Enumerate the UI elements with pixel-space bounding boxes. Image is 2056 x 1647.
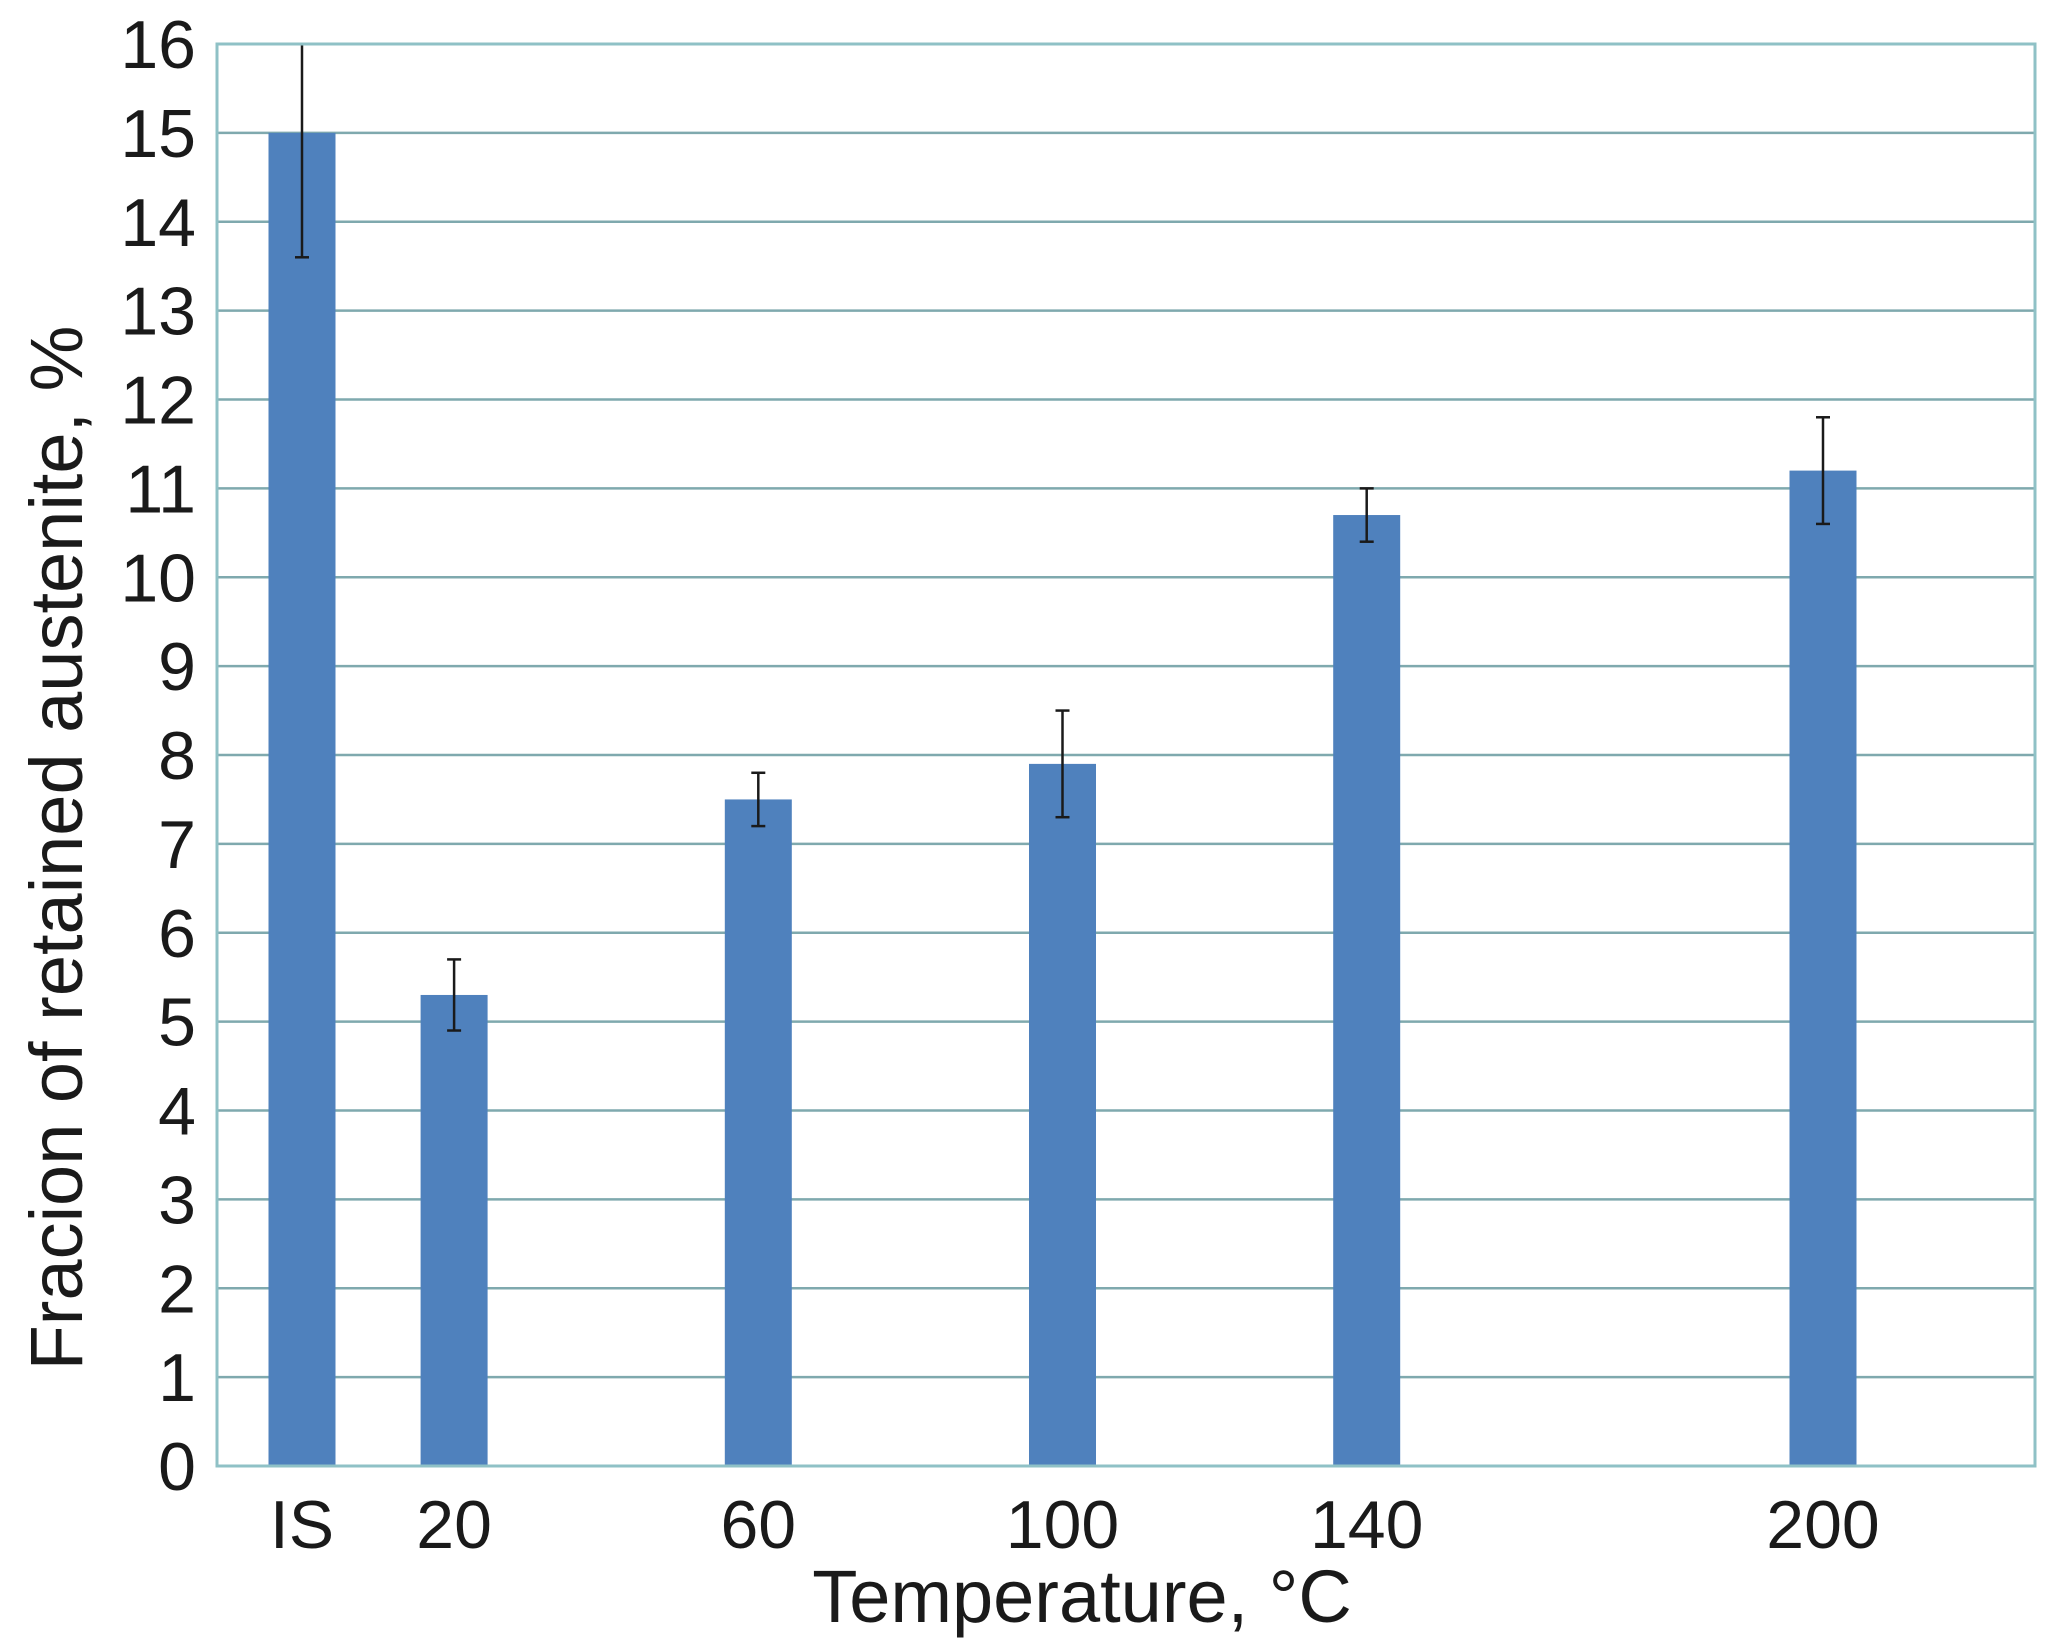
error-bar-100 <box>1055 709 1070 819</box>
error-bars <box>295 42 1830 1032</box>
error-bar-200 <box>1816 416 1830 526</box>
bar-140 <box>1333 515 1401 1466</box>
x-tick-label-140: 140 <box>1310 1487 1423 1563</box>
y-tick-label-12: 12 <box>120 363 196 439</box>
bar-20 <box>420 994 488 1466</box>
x-axis-title: Temperature, °C <box>812 1555 1352 1638</box>
y-tick-label-8: 8 <box>158 718 196 794</box>
bar-200 <box>1789 470 1857 1467</box>
y-tick-label-10: 10 <box>120 540 196 616</box>
gridlines <box>217 42 2035 1468</box>
y-tick-label-2: 2 <box>158 1251 196 1327</box>
y-tick-label-6: 6 <box>158 896 196 972</box>
y-tick-label-13: 13 <box>120 274 196 350</box>
x-tick-label-IS: IS <box>270 1487 334 1563</box>
y-tick-label-0: 0 <box>158 1429 196 1505</box>
bar-60 <box>724 799 792 1466</box>
y-tick-label-9: 9 <box>158 629 196 705</box>
error-bar-60 <box>751 771 766 828</box>
y-axis-title: Fracion of retained austenite, % <box>15 326 98 1371</box>
x-tick-label-60: 60 <box>720 1487 796 1563</box>
y-tick-label-14: 14 <box>120 185 196 261</box>
y-tick-label-15: 15 <box>120 96 196 172</box>
y-tick-label-4: 4 <box>158 1074 196 1150</box>
x-tick-label-100: 100 <box>1006 1487 1119 1563</box>
error-bar-140 <box>1359 487 1374 543</box>
x-tick-label-200: 200 <box>1766 1487 1879 1563</box>
y-tick-label-5: 5 <box>158 985 196 1061</box>
y-tick-label-7: 7 <box>158 807 196 883</box>
y-tick-label-1: 1 <box>158 1340 196 1416</box>
y-tick-label-11: 11 <box>125 451 196 527</box>
plot-frame <box>215 42 2037 1468</box>
y-tick-label-3: 3 <box>158 1162 196 1238</box>
y-tick-label-16: 16 <box>120 7 196 83</box>
bar-100 <box>1029 763 1096 1466</box>
error-bar-20 <box>447 958 462 1032</box>
bar-IS <box>268 132 336 1466</box>
x-tick-label-20: 20 <box>416 1487 492 1563</box>
bars <box>268 132 1857 1467</box>
x-tick-labels: IS 20 60 100 140 200 <box>270 1487 1880 1563</box>
